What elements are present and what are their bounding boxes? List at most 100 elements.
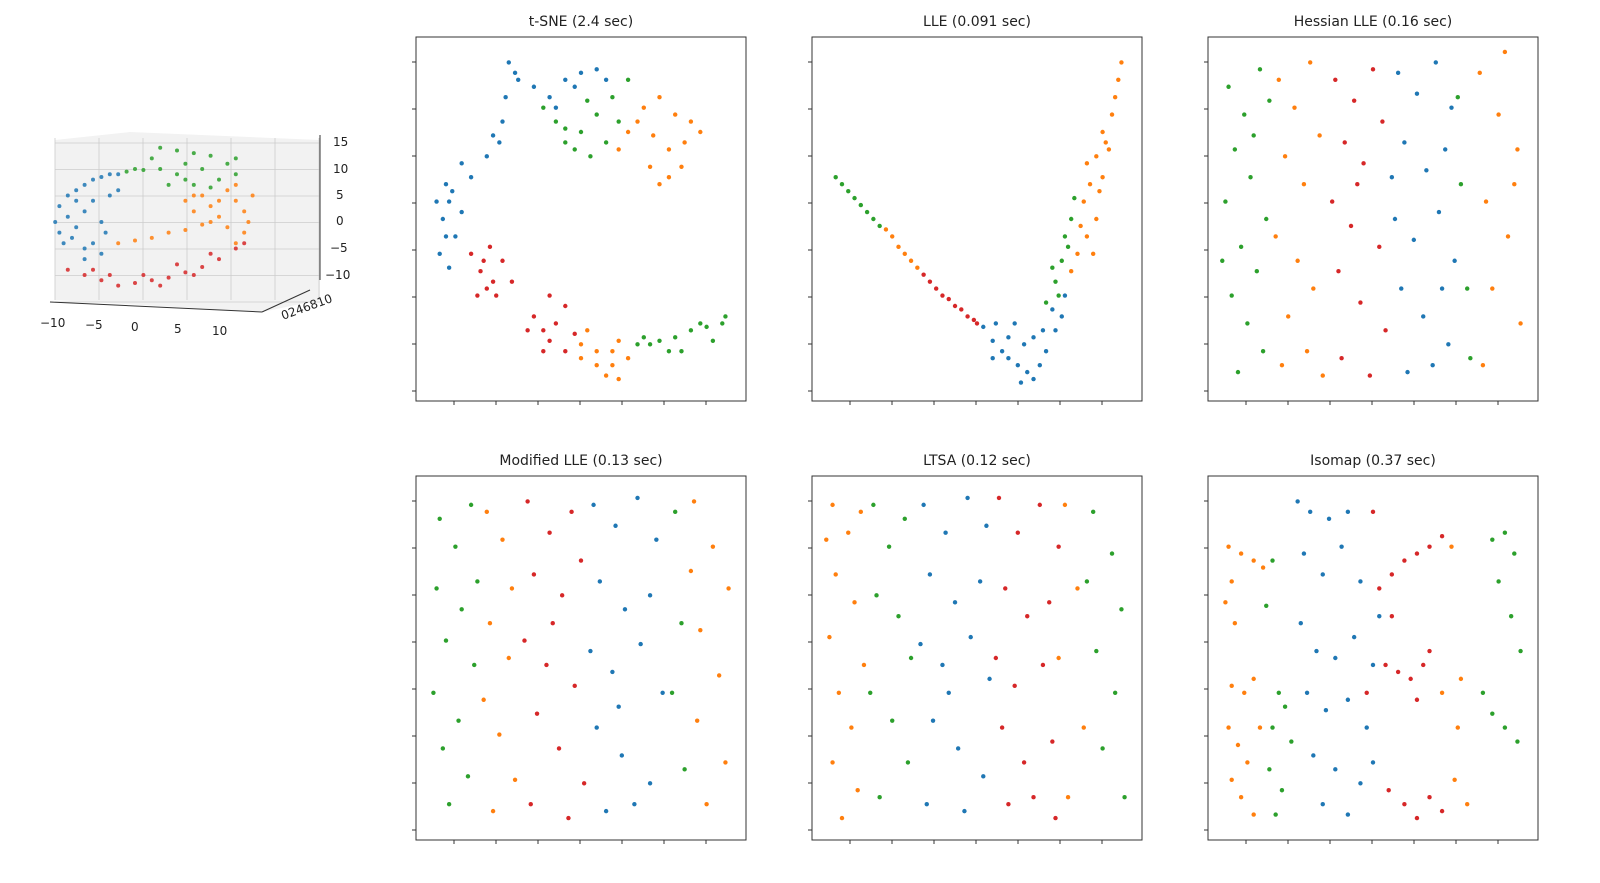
orange-point: [133, 238, 137, 243]
blue-point: [82, 209, 87, 214]
green-point: [1059, 258, 1064, 263]
blue-point: [638, 641, 643, 647]
blue-point: [1006, 335, 1011, 340]
red-point: [531, 572, 537, 577]
green-point: [610, 95, 615, 100]
x-tick: −5: [85, 318, 103, 332]
orange-point: [1245, 760, 1250, 765]
blue-point: [1436, 209, 1442, 215]
blue-point: [107, 193, 112, 198]
blue-point: [990, 356, 995, 361]
blue-point: [443, 182, 449, 187]
blue-point: [1364, 725, 1369, 730]
blue-point: [603, 808, 609, 814]
red-point: [481, 258, 486, 263]
green-point: [635, 342, 640, 347]
red-point: [553, 321, 559, 326]
green-point: [1056, 293, 1061, 298]
axes-frame: [415, 475, 747, 841]
green-point: [1264, 216, 1269, 222]
orange-point: [225, 188, 230, 193]
blue-point: [1421, 314, 1426, 319]
x-tick: −10: [40, 316, 66, 330]
red-point: [1439, 808, 1445, 814]
orange-point: [217, 214, 221, 219]
orange-point: [1078, 223, 1083, 229]
green-point: [183, 177, 188, 182]
green-point: [666, 349, 672, 354]
green-point: [233, 172, 238, 177]
red-point: [1047, 600, 1052, 605]
z-tick: 0: [336, 214, 344, 228]
blue-point: [91, 241, 95, 246]
green-point: [553, 119, 559, 124]
orange-point: [1490, 286, 1495, 291]
green-point: [1267, 98, 1272, 103]
orange-point: [490, 808, 496, 814]
orange-point: [1100, 129, 1105, 135]
red-point: [1053, 815, 1058, 821]
green-point: [852, 195, 857, 201]
orange-point: [836, 690, 842, 695]
green-point: [1122, 795, 1127, 800]
swiss-roll-3d-plot: [49, 132, 321, 313]
blue-point: [1053, 328, 1058, 333]
blue-point: [999, 349, 1005, 354]
blue-point: [594, 725, 599, 730]
green-point: [1518, 648, 1523, 654]
green-point: [1072, 195, 1077, 201]
green-point: [1468, 356, 1473, 361]
orange-point: [1081, 199, 1086, 204]
blue-point: [1399, 286, 1404, 291]
green-point: [1090, 509, 1096, 515]
blue-point: [990, 338, 995, 343]
x-axis: [49, 301, 263, 313]
blue-point: [654, 537, 659, 542]
red-point: [1037, 502, 1043, 508]
green-point: [1062, 234, 1068, 239]
red-point: [494, 293, 499, 298]
green-point: [1245, 321, 1250, 326]
orange-point: [242, 230, 247, 235]
orange-point: [1455, 725, 1460, 730]
green-point: [437, 516, 442, 521]
orange-point: [849, 725, 854, 730]
orange-point: [200, 193, 205, 198]
axes-frame: [811, 36, 1143, 402]
blue-point: [443, 234, 449, 239]
orange-point: [726, 586, 731, 591]
green-point: [704, 324, 709, 330]
green-point: [710, 338, 716, 343]
green-point: [1232, 147, 1238, 152]
red-point: [166, 275, 171, 280]
red-point: [242, 241, 247, 246]
orange-point: [651, 133, 656, 138]
blue-point: [977, 579, 983, 584]
blue-point: [1326, 516, 1332, 521]
orange-point: [1518, 321, 1523, 326]
green-point: [1119, 607, 1124, 612]
orange-point: [1235, 742, 1241, 748]
blue-point: [1430, 362, 1435, 368]
green-point: [1270, 725, 1275, 730]
green-point: [1050, 265, 1055, 270]
red-point: [1377, 586, 1382, 591]
blue-point: [1345, 697, 1351, 702]
green-point: [679, 349, 684, 354]
red-point: [921, 272, 926, 277]
blue-point: [1320, 572, 1325, 577]
orange-point: [1251, 558, 1256, 563]
blue-point: [1062, 293, 1068, 298]
green-point: [673, 335, 678, 340]
green-point: [1257, 67, 1263, 72]
green-point: [1515, 739, 1520, 744]
blue-point: [632, 801, 637, 807]
orange-point: [1301, 182, 1307, 187]
green-point: [572, 147, 577, 152]
blue-point: [459, 161, 464, 166]
green-point: [1069, 216, 1074, 222]
blue-point: [962, 808, 967, 814]
orange-point: [1084, 161, 1090, 166]
orange-point: [1273, 234, 1278, 239]
